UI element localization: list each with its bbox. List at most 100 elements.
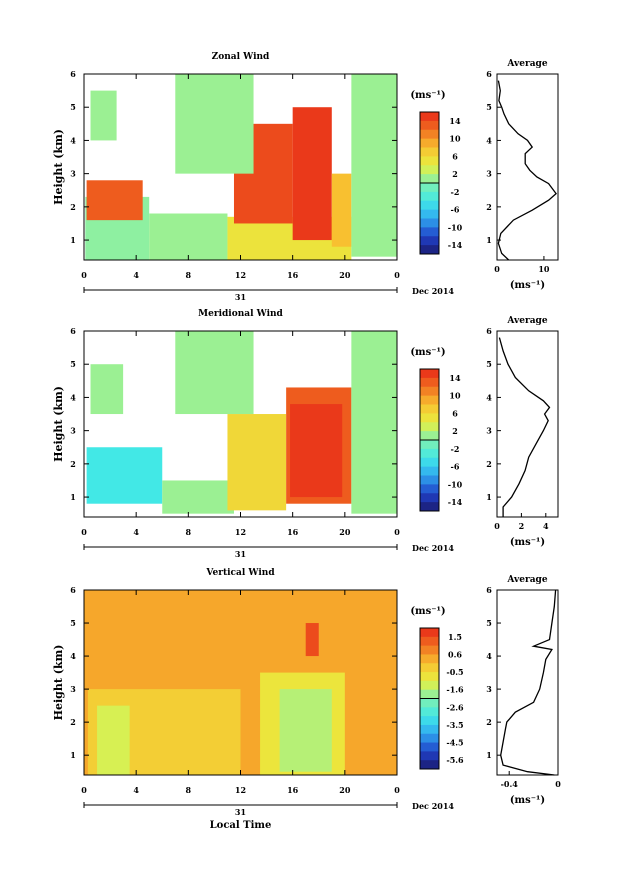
x-tick-label: 20 [339,270,351,280]
colorbar-tick-label: 14 [449,116,461,126]
profile-line [497,80,557,261]
colorbar-segment [420,245,439,255]
profile-title: Average [506,575,547,585]
x-tick-label: 4 [133,785,139,795]
colorbar-segment [420,218,439,228]
profile-line [500,589,557,776]
colorbar-segment [420,191,439,202]
colorbar-segment [420,369,439,379]
profile-y-tick-label: 1 [486,492,492,502]
heatmap-patch [90,90,117,141]
x-tick-label: 4 [133,270,139,280]
colorbar-tick-label: -2 [451,187,460,197]
y-axis-label: Height (km) [52,386,65,462]
day-label: 31 [235,807,246,817]
colorbar-segment [420,457,439,468]
y-tick-label: 2 [70,717,76,727]
colorbar-tick-label: 10 [449,391,461,401]
heatmap-patch [86,180,143,221]
colorbar-segment [420,689,439,699]
x-tick-label: 12 [235,270,246,280]
x-tick-label: 0 [81,527,87,537]
y-tick-label: 6 [70,326,76,336]
heatmap-patch [351,74,397,257]
heatmap-patch [227,414,287,511]
x-tick-label: 12 [235,785,246,795]
colorbar-segment [420,760,439,770]
y-tick-label: 6 [70,585,76,595]
heatmap-patch [351,331,397,514]
x-tick-label: 0 [81,785,87,795]
colorbar-tick-label: -4.5 [446,738,463,748]
colorbar-tick-label: 6 [452,408,458,418]
panel-title: Zonal Wind [212,52,270,62]
profile-y-tick-label: 2 [486,202,492,212]
colorbar-segment [420,707,439,717]
colorbar-segment [420,200,439,211]
colorbar-tick-label: -14 [448,240,463,250]
colorbar-segment [420,502,439,512]
x-tick-label: 12 [235,527,246,537]
y-tick-label: 3 [70,426,76,436]
colorbar-unit: (ms⁻¹) [410,347,445,358]
colorbar-segment [420,440,439,450]
colorbar-segment [420,431,439,441]
colorbar-segment [420,120,439,131]
profile-y-tick-label: 1 [486,235,492,245]
x-tick-label: 8 [186,270,192,280]
colorbar-tick-label: -10 [448,222,463,232]
heatmap-patch [149,213,228,260]
colorbar-tick-label: -6 [451,462,460,472]
y-tick-label: 4 [70,135,76,145]
colorbar-segment [420,174,439,184]
y-tick-label: 4 [70,651,76,661]
heatmap-patch [292,107,332,241]
profile-y-tick-label: 6 [486,69,492,79]
y-axis-label: Height (km) [52,129,65,205]
x-tick-label: 8 [186,527,192,537]
date-label: Dec 2014 [412,286,454,296]
heatmap-patch [86,447,163,504]
x-tick-label: 0 [394,785,400,795]
colorbar-segment [420,475,439,485]
y-tick-label: 5 [70,359,76,369]
profile-y-tick-label: 3 [486,169,492,179]
profile-x-label: (ms⁻¹) [510,795,545,806]
colorbar-tick-label: -6 [451,205,460,215]
colorbar-segment [420,448,439,459]
heatmap-patch [175,74,254,174]
y-tick-label: 5 [70,102,76,112]
colorbar-segment [420,112,439,122]
colorbar-tick-label: 10 [449,134,461,144]
y-tick-label: 4 [70,392,76,402]
panel-title: Vertical Wind [205,568,275,578]
colorbar-segment [420,183,439,193]
x-tick-label: 16 [287,270,299,280]
profile-y-tick-label: 5 [486,359,492,369]
colorbar-segment [420,628,439,638]
colorbar-segment [420,395,439,405]
profile-frame [496,330,559,518]
y-tick-label: 1 [70,235,76,245]
profile-y-tick-label: 2 [486,459,492,469]
y-tick-label: 6 [70,69,76,79]
heatmap-patch [279,689,332,772]
colorbar-tick-label: 1.5 [448,632,462,642]
colorbar-segment [420,227,439,237]
x-tick-label: 16 [287,527,299,537]
profile-x-label: (ms⁻¹) [510,280,545,291]
profile-y-tick-label: 5 [486,102,492,112]
y-axis-label: Height (km) [52,645,65,721]
profile-y-tick-label: 6 [486,326,492,336]
colorbar-segment [420,645,439,655]
day-label: 31 [235,549,246,559]
colorbar-segment [420,386,439,397]
colorbar-tick-label: -3.5 [446,720,463,730]
colorbar-tick-label: -5.6 [446,755,464,765]
profile-y-tick-label: 3 [486,426,492,436]
colorbar-segment [420,413,439,423]
profile-title: Average [506,316,547,326]
x-tick-label: 20 [339,785,351,795]
profile-y-tick-label: 1 [486,750,492,760]
